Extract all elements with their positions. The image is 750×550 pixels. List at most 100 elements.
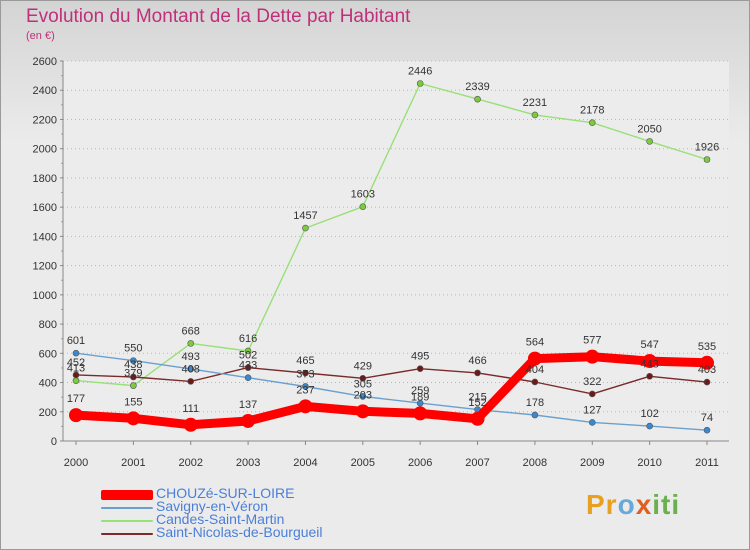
x-tick-label: 2007 bbox=[465, 457, 489, 469]
data-label: 502 bbox=[239, 350, 257, 362]
data-label: 577 bbox=[583, 335, 601, 347]
series-line bbox=[75, 82, 708, 387]
data-label: 413 bbox=[67, 363, 85, 375]
legend-label: Savigny-en-Véron bbox=[156, 498, 269, 514]
data-point bbox=[72, 377, 80, 384]
data-point bbox=[130, 357, 137, 364]
y-tick-label: 1600 bbox=[33, 202, 57, 214]
data-label: 550 bbox=[124, 343, 142, 355]
data-point bbox=[183, 417, 198, 432]
data-label: 322 bbox=[583, 376, 601, 388]
data-label: 495 bbox=[411, 351, 429, 363]
data-label: 403 bbox=[698, 364, 716, 376]
data-point bbox=[416, 80, 424, 87]
data-point bbox=[416, 365, 424, 372]
data-label: 178 bbox=[526, 397, 544, 409]
y-tick-label: 1200 bbox=[33, 261, 57, 273]
data-label: 155 bbox=[124, 396, 142, 408]
x-tick-label: 2009 bbox=[580, 457, 604, 469]
data-point bbox=[531, 111, 539, 119]
y-tick-label: 0 bbox=[51, 436, 57, 448]
x-tick-label: 2006 bbox=[408, 457, 432, 469]
data-label: 452 bbox=[67, 357, 85, 369]
data-point bbox=[646, 422, 653, 430]
data-label: 465 bbox=[296, 355, 314, 367]
brand-logo: Proxiti bbox=[586, 489, 681, 520]
data-label: 438 bbox=[124, 359, 142, 371]
data-label: 404 bbox=[526, 364, 544, 376]
data-point bbox=[646, 138, 653, 145]
data-label: 1457 bbox=[293, 210, 317, 222]
data-point bbox=[72, 349, 80, 357]
data-point bbox=[413, 406, 428, 421]
x-tick-label: 2001 bbox=[121, 457, 145, 469]
data-label: 177 bbox=[67, 393, 85, 405]
data-label: 408 bbox=[182, 363, 200, 375]
data-label: 259 bbox=[411, 385, 429, 397]
x-tick-label: 2004 bbox=[293, 457, 317, 469]
y-tick-label: 600 bbox=[39, 348, 57, 360]
data-label: 429 bbox=[354, 360, 372, 372]
data-point bbox=[244, 347, 252, 355]
x-tick-label: 2003 bbox=[236, 457, 260, 469]
x-tick-label: 2008 bbox=[523, 457, 547, 469]
series-line bbox=[75, 352, 708, 431]
data-point bbox=[244, 364, 252, 371]
data-label: 137 bbox=[239, 399, 257, 411]
data-label: 466 bbox=[468, 355, 486, 367]
y-tick-label: 200 bbox=[39, 407, 57, 419]
data-point bbox=[187, 378, 195, 385]
data-point bbox=[531, 378, 539, 386]
data-point bbox=[474, 369, 481, 377]
data-point bbox=[130, 382, 137, 389]
data-label: 2178 bbox=[580, 105, 604, 117]
data-point bbox=[130, 373, 137, 381]
data-point bbox=[302, 383, 309, 390]
data-label: 616 bbox=[239, 333, 257, 345]
data-label: 2231 bbox=[523, 97, 547, 109]
data-point bbox=[700, 355, 714, 370]
y-tick-label: 400 bbox=[39, 378, 57, 390]
x-tick-label: 2011 bbox=[695, 457, 719, 469]
legend-swatch bbox=[101, 520, 153, 522]
data-label: 215 bbox=[468, 392, 486, 404]
data-label: 203 bbox=[354, 389, 372, 401]
data-label: 74 bbox=[701, 412, 713, 424]
data-label: 2050 bbox=[637, 123, 661, 135]
data-point bbox=[474, 95, 481, 103]
data-point bbox=[244, 374, 252, 382]
data-label: 535 bbox=[698, 341, 716, 353]
data-point bbox=[470, 411, 485, 426]
data-label: 305 bbox=[354, 378, 372, 390]
data-point bbox=[298, 399, 313, 414]
data-label: 668 bbox=[182, 325, 200, 337]
data-point bbox=[359, 203, 367, 211]
y-tick-label: 800 bbox=[39, 319, 57, 331]
data-label: 601 bbox=[67, 335, 85, 347]
data-label: 2339 bbox=[465, 81, 489, 93]
chart-subtitle: (en €) bbox=[26, 30, 55, 42]
y-tick-label: 1400 bbox=[33, 231, 57, 243]
data-label: 564 bbox=[526, 337, 544, 349]
data-label: 237 bbox=[296, 384, 314, 396]
data-label: 379 bbox=[124, 368, 142, 380]
data-point bbox=[187, 340, 195, 347]
data-label: 189 bbox=[411, 391, 429, 403]
data-point bbox=[642, 354, 657, 369]
y-tick-label: 2600 bbox=[33, 56, 57, 68]
legend-swatch bbox=[101, 533, 153, 535]
legend-swatch bbox=[101, 490, 153, 500]
data-label: 102 bbox=[640, 408, 658, 420]
data-label: 152 bbox=[468, 397, 486, 409]
data-label: 433 bbox=[239, 360, 257, 372]
data-label: 1926 bbox=[695, 142, 719, 154]
x-tick-label: 2002 bbox=[178, 457, 202, 469]
legend-label: Candes-Saint-Martin bbox=[156, 511, 285, 527]
y-tick-label: 2200 bbox=[33, 114, 57, 126]
data-point bbox=[585, 349, 600, 364]
legend-label: Saint-Nicolas-de-Bourgueil bbox=[156, 524, 323, 540]
data-point bbox=[703, 378, 711, 386]
data-label: 2446 bbox=[408, 66, 432, 78]
data-point bbox=[69, 408, 83, 423]
